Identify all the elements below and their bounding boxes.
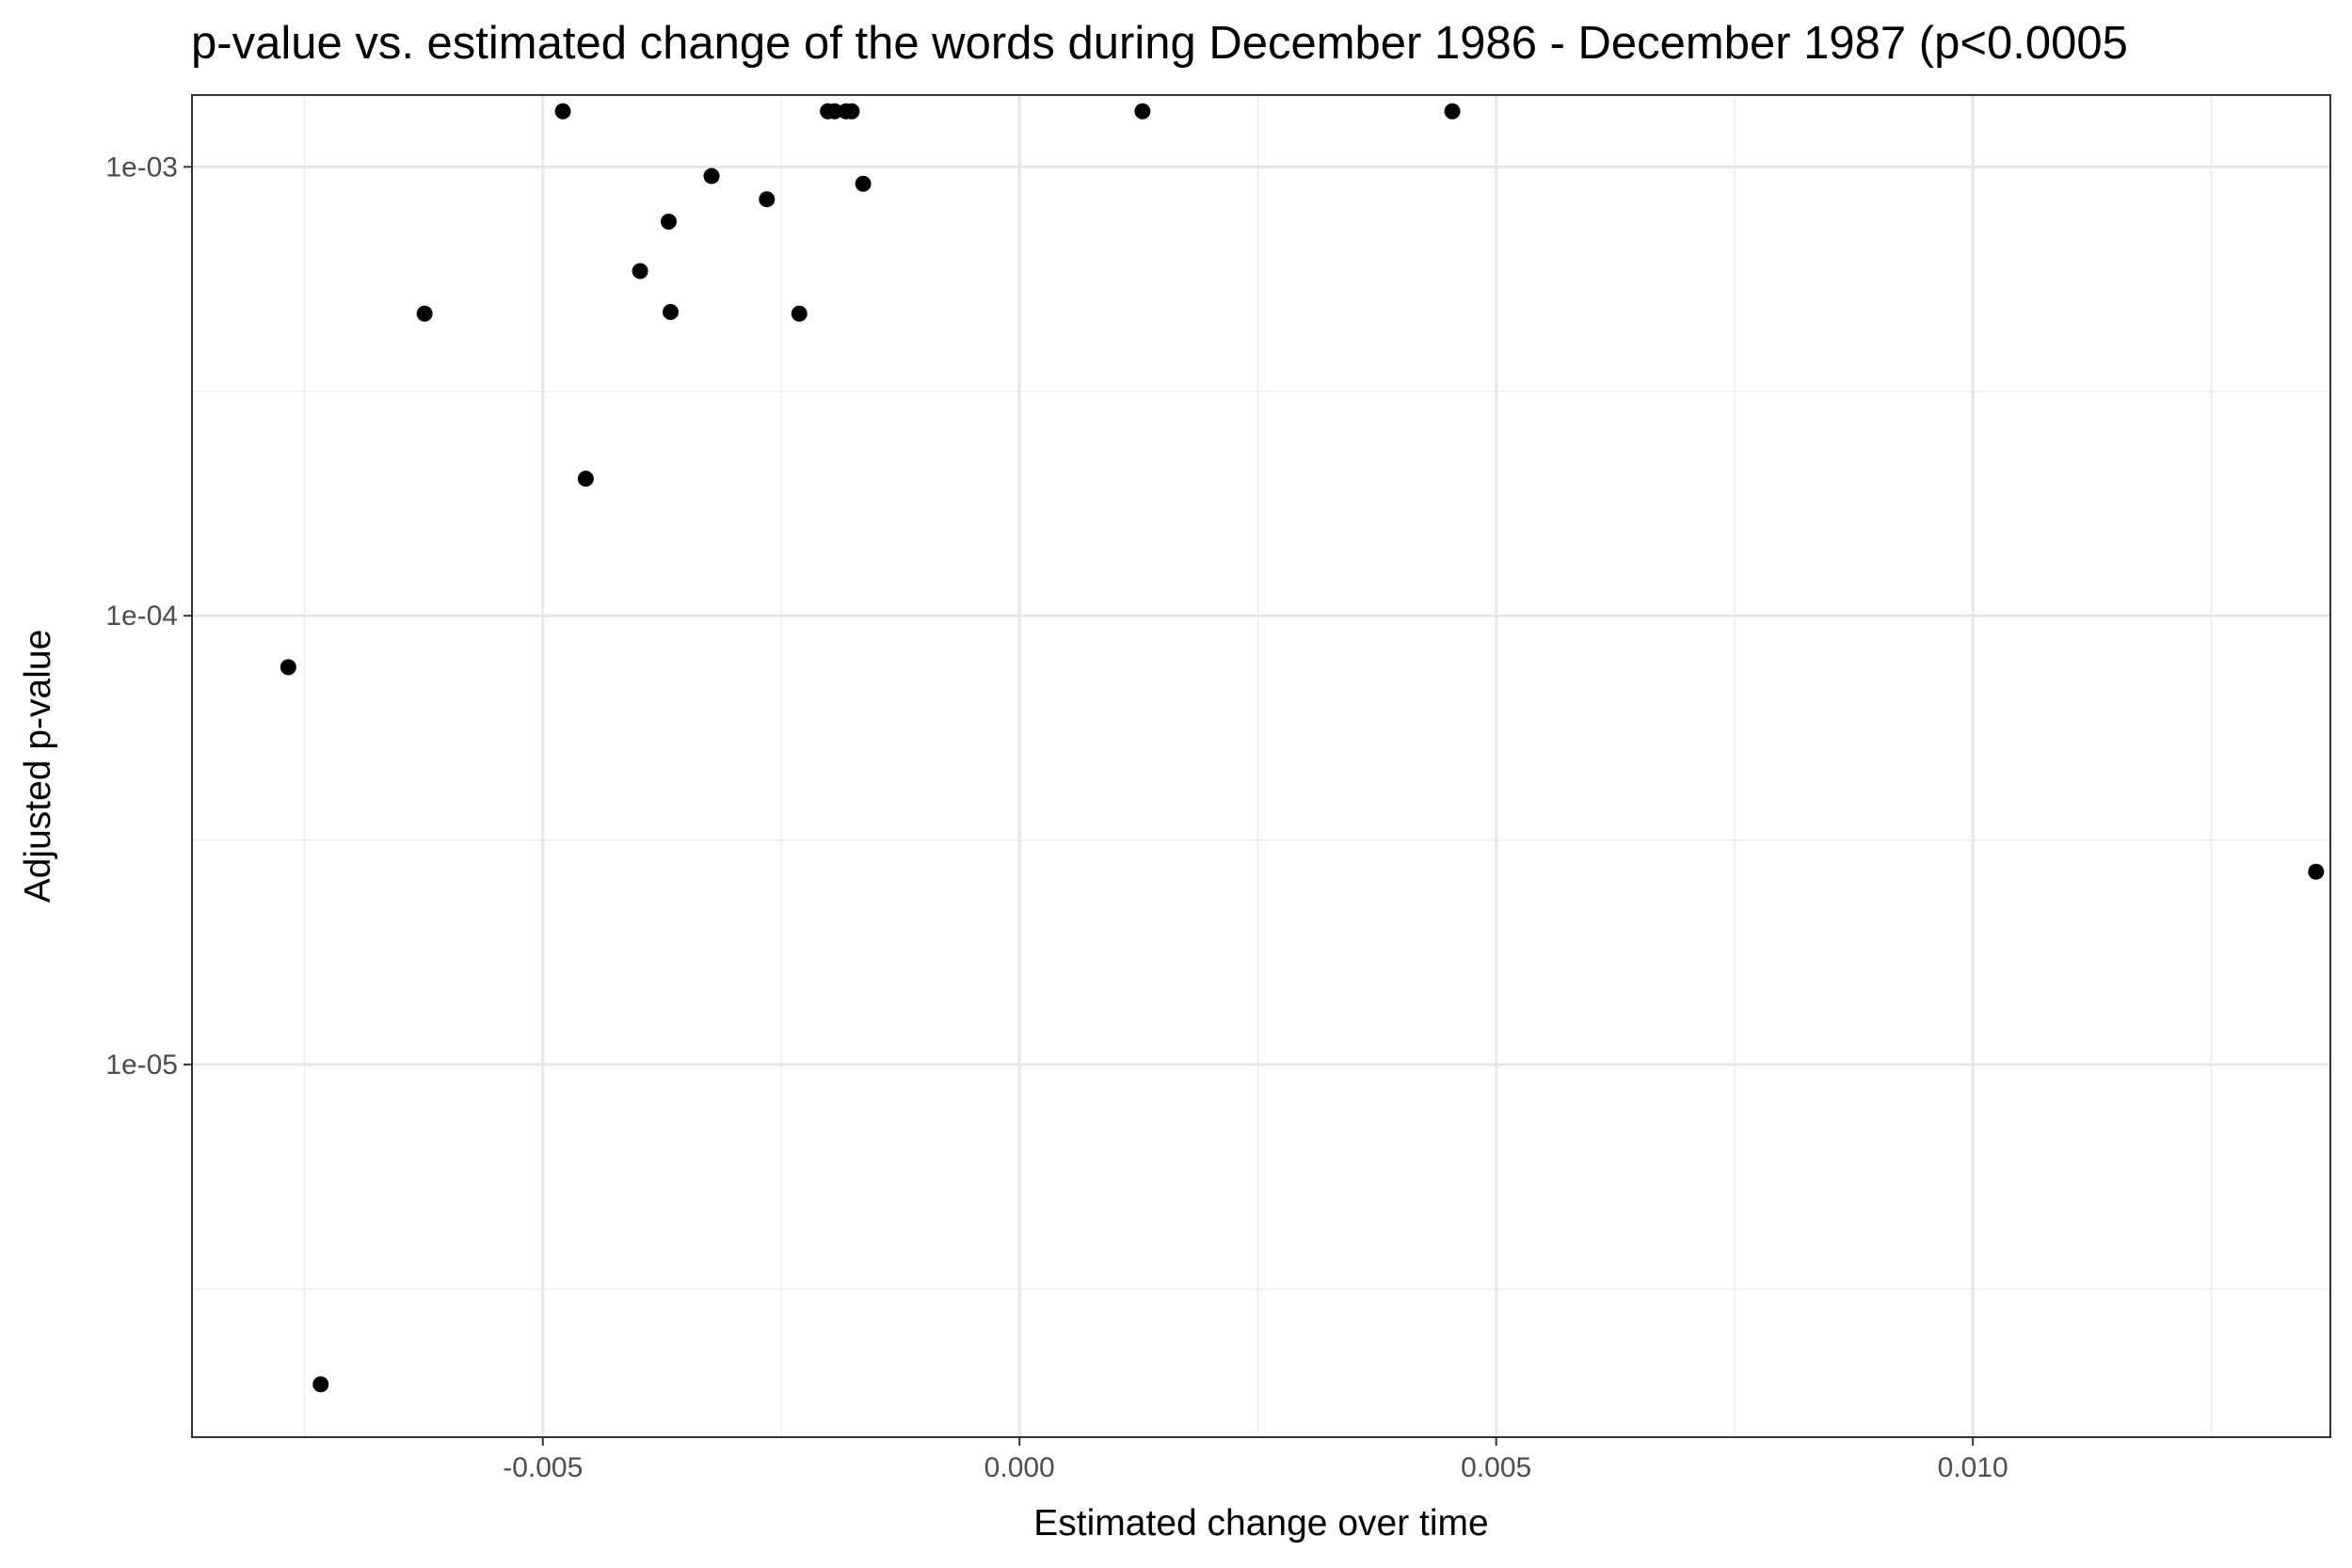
data-point	[312, 1376, 329, 1393]
data-points	[280, 103, 2325, 1393]
chart-title: p-value vs. estimated change of the word…	[191, 18, 2128, 69]
data-point	[632, 263, 648, 280]
data-point	[662, 303, 679, 320]
data-point	[554, 103, 571, 120]
major-gridlines	[192, 95, 2330, 1437]
data-point	[1444, 103, 1461, 120]
data-point	[703, 168, 720, 184]
data-point	[2308, 863, 2325, 880]
x-tick-label: -0.005	[503, 1452, 583, 1483]
data-point	[759, 191, 776, 208]
x-tick-label: 0.000	[984, 1452, 1055, 1483]
y-tick-label: 1e-03	[105, 152, 178, 183]
y-axis-title: Adjusted p-value	[18, 630, 58, 904]
data-point	[791, 305, 808, 322]
data-point	[660, 214, 677, 231]
data-point	[826, 103, 843, 120]
y-tick-label: 1e-04	[105, 600, 178, 632]
x-axis: -0.005 0.000 0.005 0.010	[503, 1437, 2008, 1483]
data-point	[843, 103, 860, 120]
data-point	[280, 659, 296, 676]
x-tick-label: 0.005	[1461, 1452, 1531, 1483]
data-point	[416, 305, 433, 322]
y-axis: 1e-03 1e-04 1e-05	[105, 152, 192, 1080]
data-point	[1134, 103, 1151, 120]
data-point	[577, 471, 594, 488]
data-point	[855, 175, 872, 192]
y-tick-label: 1e-05	[105, 1049, 178, 1080]
x-tick-label: 0.010	[1938, 1452, 2008, 1483]
x-axis-title: Estimated change over time	[1033, 1503, 1488, 1544]
minor-gridlines	[192, 95, 2330, 1437]
plot-panel-border	[191, 94, 2331, 1438]
